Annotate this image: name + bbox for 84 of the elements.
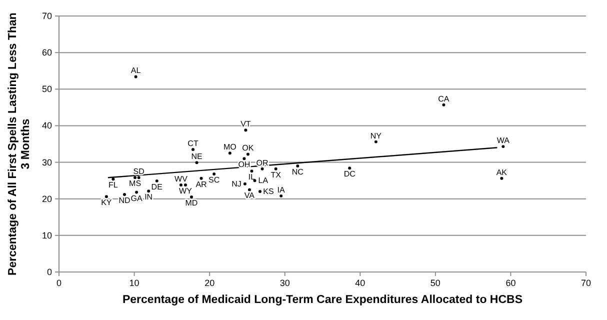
point xyxy=(134,75,138,78)
y-tick-label: 40 xyxy=(42,120,52,131)
series-label: ND xyxy=(118,196,130,205)
point xyxy=(155,179,158,182)
series-label: NJ xyxy=(232,179,242,188)
point xyxy=(112,178,115,181)
point xyxy=(243,182,246,186)
point xyxy=(258,190,262,194)
y-tick-label: 70 xyxy=(42,11,52,21)
series-label: TX xyxy=(270,170,282,180)
series-label: SD xyxy=(133,167,145,176)
x-tick-label: 20 xyxy=(204,278,215,288)
point xyxy=(134,176,137,180)
series-label: OK xyxy=(242,144,254,153)
series-label: WY xyxy=(179,186,193,196)
series-label: GA xyxy=(130,194,143,203)
series-label: LA xyxy=(258,176,269,186)
series-label: WA xyxy=(496,136,510,146)
series-label: IN xyxy=(144,192,153,202)
series-label: FL xyxy=(108,180,118,190)
series-label: SC xyxy=(208,175,220,184)
series-label: NY xyxy=(370,131,382,140)
x-tick-label: 60 xyxy=(506,278,516,288)
series-label: VA xyxy=(244,191,256,200)
series-label: DE xyxy=(151,182,162,192)
point xyxy=(137,176,140,180)
point xyxy=(147,190,150,193)
y-axis-title: Percentage of All First Spells Lasting Less Than 3 Months xyxy=(7,12,32,276)
x-tick-label: 70 xyxy=(580,278,592,288)
point xyxy=(192,148,194,151)
y-tick-label: 50 xyxy=(42,84,52,94)
point xyxy=(179,183,182,186)
series-label: NE xyxy=(191,152,202,162)
point xyxy=(123,192,126,196)
y-tick-label: 10 xyxy=(42,230,52,240)
point xyxy=(184,183,187,186)
point xyxy=(104,195,108,198)
x-tick-label: 50 xyxy=(430,278,440,288)
y-tick-label: 0 xyxy=(46,267,52,277)
series-label: NC xyxy=(292,167,304,176)
series-label: DC xyxy=(344,170,356,179)
point xyxy=(244,128,248,132)
point xyxy=(190,196,193,199)
series-label: AK xyxy=(496,168,508,177)
series-label: AR xyxy=(196,180,208,189)
point xyxy=(246,152,250,156)
x-tick-label: 30 xyxy=(280,278,290,288)
y-tick-label: 30 xyxy=(42,157,52,168)
point xyxy=(502,145,505,148)
point xyxy=(260,167,264,170)
x-tick-label: 10 xyxy=(129,278,140,288)
series-label: CT xyxy=(188,138,198,148)
point xyxy=(280,194,283,198)
series-label: IA xyxy=(277,185,286,194)
point xyxy=(348,166,352,170)
point xyxy=(253,179,256,182)
point xyxy=(228,152,232,155)
point xyxy=(274,167,278,170)
series-label: IL xyxy=(248,172,256,182)
point xyxy=(212,172,216,176)
point xyxy=(200,176,203,180)
y-tick-label: 20 xyxy=(42,194,52,204)
point xyxy=(374,140,378,144)
series-label: MD xyxy=(185,198,198,208)
series-label: VT xyxy=(240,120,251,129)
point xyxy=(250,170,254,173)
series-label: KY xyxy=(101,198,112,208)
point xyxy=(195,161,198,164)
series-label: CA xyxy=(438,94,450,104)
y-tick-label: 60 xyxy=(42,48,52,58)
x-axis-title: Percentage of Medicaid Long-Term Care Expenditures Allocated to HCBS xyxy=(122,294,523,306)
point xyxy=(135,190,138,194)
x-tick-label: 0 xyxy=(56,278,62,288)
series-label: MS xyxy=(129,179,142,188)
point xyxy=(442,103,446,106)
point xyxy=(248,188,251,192)
series-label: AL xyxy=(130,66,142,76)
x-tick-label: 40 xyxy=(355,278,366,288)
series-label: WV xyxy=(174,174,188,184)
point xyxy=(500,176,504,180)
point xyxy=(242,157,246,160)
series-label: KS xyxy=(263,187,274,196)
series-label: MO xyxy=(223,142,236,152)
point xyxy=(296,164,300,168)
